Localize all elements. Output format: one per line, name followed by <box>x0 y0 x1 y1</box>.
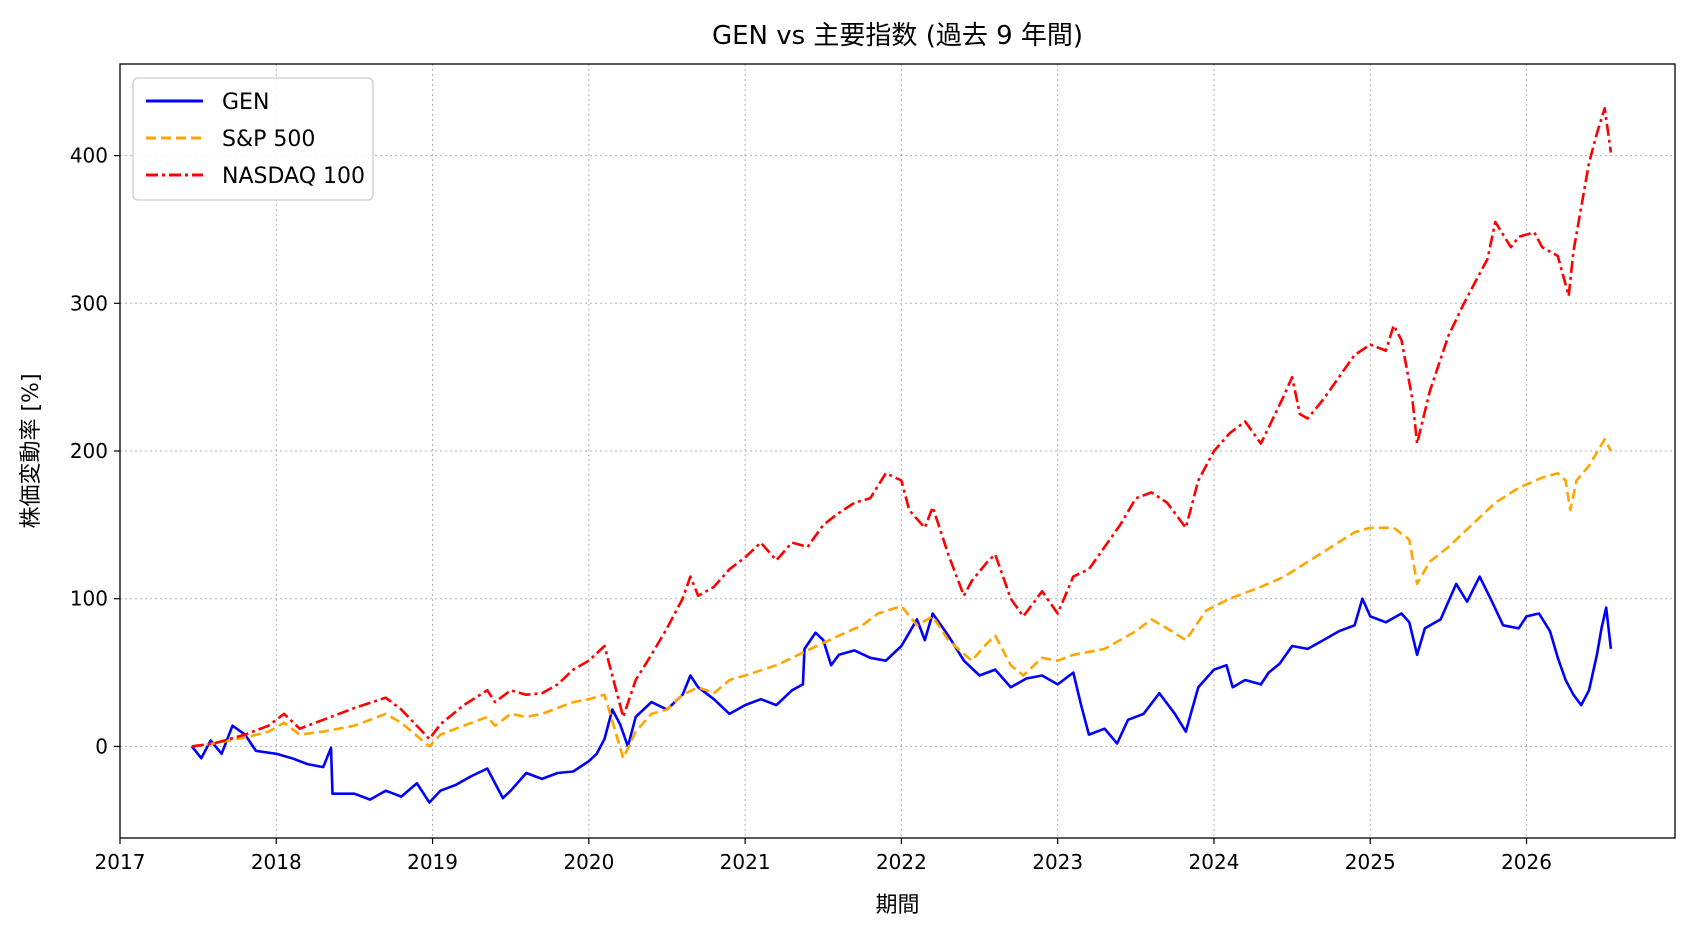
x-tick-label: 2021 <box>720 850 771 874</box>
x-tick-label: 2022 <box>876 850 927 874</box>
grid <box>119 64 1675 838</box>
y-tick-label: 200 <box>70 439 108 463</box>
chart-title: GEN vs 主要指数 (過去 9 年間) <box>712 21 1083 51</box>
legend: GEN S&P 500 NASDAQ 100 <box>132 77 374 201</box>
legend-label-gen: GEN <box>222 90 269 115</box>
x-tick-label: 2024 <box>1189 850 1240 874</box>
x-tick-label: 2019 <box>407 850 458 874</box>
x-tick-label: 2018 <box>251 850 302 874</box>
x-tick-label: 2017 <box>95 850 146 874</box>
y-tick-label: 400 <box>70 144 108 168</box>
series-group <box>190 107 1613 804</box>
legend-label-nasdaq100: NASDAQ 100 <box>222 164 365 189</box>
x-tick-label: 2025 <box>1345 850 1396 874</box>
series-line-nasdaq-100 <box>191 107 1613 748</box>
y-tick-label: 100 <box>70 587 108 611</box>
series-line-s-p-500 <box>191 437 1613 760</box>
series-line-gen <box>190 575 1613 804</box>
x-tick-label: 2026 <box>1501 850 1552 874</box>
x-tick-label: 2023 <box>1032 850 1083 874</box>
y-tick-label: 0 <box>95 734 108 758</box>
legend-label-sp500: S&P 500 <box>222 127 315 152</box>
x-axis-title: 期間 <box>875 893 919 918</box>
x-tick-label: 2020 <box>563 850 614 874</box>
y-tick-label: 300 <box>70 291 108 315</box>
y-axis-title: 株価変動率 [%] <box>19 373 44 528</box>
axis-ticks: 2017 2018 2019 2020 2021 2022 2023 2024 2025 2026… <box>70 144 1552 874</box>
legend-box <box>132 77 374 201</box>
